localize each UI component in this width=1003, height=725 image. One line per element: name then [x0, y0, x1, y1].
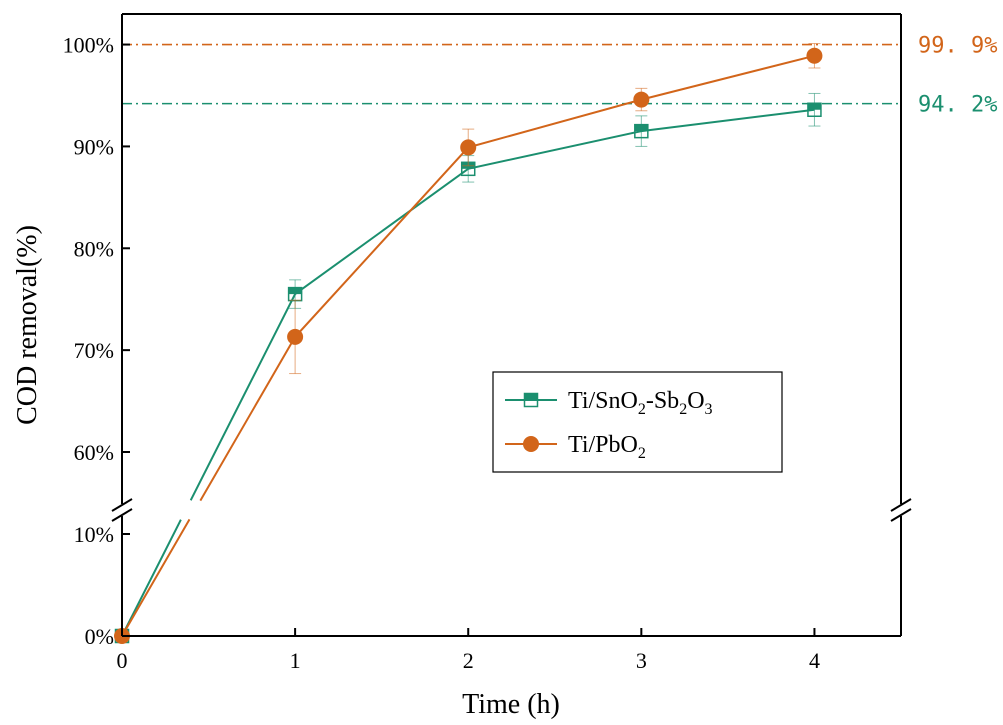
data-point	[633, 91, 650, 108]
legend-box	[492, 371, 783, 473]
y-axis-title: COD removal(%)	[12, 225, 43, 425]
y-tick-label: 100%	[63, 33, 114, 58]
break-mark	[890, 508, 912, 522]
x-tick-label: 1	[290, 648, 301, 673]
data-point-fill	[807, 102, 822, 110]
series-ti-sno2-sb2o3	[114, 92, 822, 644]
legend-label-sno2: Ti/SnO2-Sb2O3	[568, 388, 713, 418]
data-point	[807, 102, 822, 117]
x-tick-label: 4	[809, 648, 820, 673]
data-point	[287, 328, 304, 345]
y-axis-ticks: 0% 10% 60% 70% 80% 90% 100%	[63, 33, 130, 649]
legend: Ti/SnO2-Sb2O3 Ti/PbO2	[492, 371, 783, 473]
legend-marker-sno2-frame	[523, 392, 539, 408]
break-gap	[177, 499, 195, 521]
x-tick-label: 2	[463, 648, 474, 673]
break-gap	[186, 499, 204, 521]
reference-label: 99. 9%	[918, 34, 997, 59]
y-tick-label: 10%	[74, 522, 114, 547]
x-tick-label: 0	[117, 648, 128, 673]
data-point	[806, 47, 823, 64]
series-ti-pbo2	[114, 43, 823, 644]
legend-label-pbo2: Ti/PbO2	[568, 432, 646, 462]
legend-item-ti-pbo2: Ti/PbO2	[505, 432, 646, 462]
series-layer	[114, 43, 823, 644]
data-point	[634, 123, 649, 139]
x-axis-title: Time (h)	[462, 689, 560, 720]
y-tick-label: 70%	[74, 338, 114, 363]
axis-break-marks	[111, 498, 912, 522]
y-tick-label: 80%	[74, 236, 114, 261]
break-mark	[890, 498, 912, 512]
y-tick-label: 90%	[74, 134, 114, 159]
x-axis-ticks: 0 1 2 3 4	[117, 628, 820, 673]
x-tick-label: 3	[636, 648, 647, 673]
data-point-fill	[288, 287, 303, 295]
legend-item-ti-sno2-sb2o3: Ti/SnO2-Sb2O3	[505, 388, 713, 418]
y-tick-label: 60%	[74, 440, 114, 465]
reference-lines-layer: 99. 9% 94. 2%	[122, 34, 997, 118]
break-mark	[111, 508, 133, 522]
axes-frame	[121, 13, 902, 637]
legend-marker-pbo2	[523, 436, 539, 452]
reference-label: 94. 2%	[918, 93, 997, 118]
y-tick-label: 0%	[85, 624, 114, 649]
legend-marker-sno2-top	[524, 393, 538, 400]
data-point-fill	[634, 124, 649, 132]
data-point	[460, 139, 477, 156]
break-mark	[111, 498, 133, 512]
